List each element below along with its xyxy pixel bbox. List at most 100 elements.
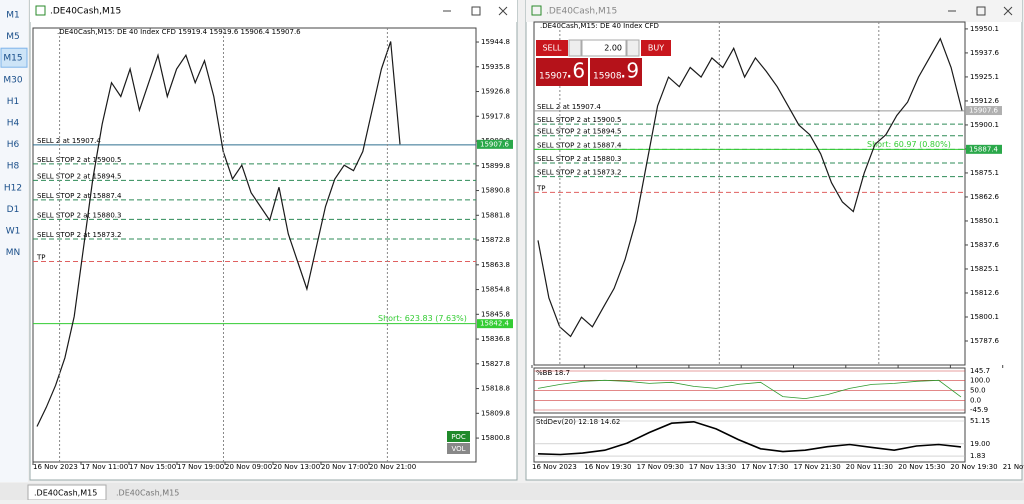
- x-tick-label: 20 Nov 17:00: [321, 463, 368, 471]
- sell-button-label[interactable]: SELL: [542, 44, 562, 53]
- indicator-tick-label: 100.0: [970, 376, 990, 384]
- y-tick-label: 15899.8: [481, 162, 510, 170]
- y-tick-label: 15812.6: [970, 289, 999, 297]
- order-level-label: SELL STOP 2 at 15873.2: [37, 231, 121, 239]
- timeframe-button[interactable]: [0, 47, 28, 68]
- order-level-label: SELL STOP 2 at 15894.5: [37, 172, 121, 180]
- y-tick-label: 15818.8: [481, 385, 510, 393]
- x-tick-label: 20 Nov 19:30: [950, 463, 997, 471]
- x-tick-label: 20 Nov 09:00: [225, 463, 272, 471]
- order-level-label: SELL STOP 2 at 15887.4: [37, 192, 122, 200]
- y-tick-label: 15937.6: [970, 49, 999, 57]
- sell-price-fraction[interactable]: .6: [566, 59, 585, 83]
- chart-button-label[interactable]: POC: [451, 433, 466, 441]
- indicator-tick-label: 0.0: [970, 397, 981, 405]
- chart-button-label[interactable]: VOL: [451, 445, 465, 453]
- timeframe-label[interactable]: H12: [4, 183, 22, 193]
- price-tag-label: 15907.6: [480, 140, 509, 148]
- y-tick-label: 15950.1: [970, 25, 999, 33]
- volume-down[interactable]: [568, 39, 582, 57]
- indicator-title: StdDev(20) 12.18 14.62: [536, 418, 620, 426]
- order-level-label: SELL 2 at 15907.4: [537, 103, 601, 111]
- order-level-label: SELL STOP 2 at 15894.5: [537, 128, 621, 136]
- indicator-tick-label: 50.0: [970, 386, 986, 394]
- timeframe-label[interactable]: M15: [3, 54, 22, 64]
- price-line: [36, 41, 401, 427]
- indicator-tick-label: 51.15: [970, 417, 990, 425]
- timeframe-label[interactable]: M5: [6, 32, 20, 42]
- y-tick-label: 15881.8: [481, 211, 510, 219]
- chart-button[interactable]: [447, 443, 470, 454]
- y-tick-label: 15875.1: [970, 169, 999, 177]
- order-level-label: TP: [536, 184, 546, 192]
- title-bar: [526, 0, 1022, 22]
- price-tag: [966, 106, 1002, 116]
- timeframe-label[interactable]: M30: [3, 75, 22, 85]
- indicator-tick-label: 1.83: [970, 452, 986, 460]
- window-icon: [531, 5, 542, 16]
- timeframe-label[interactable]: H1: [7, 97, 20, 107]
- plot-frame: [32, 27, 477, 463]
- x-tick-label: 17 Nov 21:30: [794, 463, 841, 471]
- buy-price-fraction[interactable]: .9: [620, 59, 639, 83]
- y-tick-label: 15872.8: [481, 236, 510, 244]
- sell-button[interactable]: [536, 40, 568, 56]
- indicator-tick-label: 145.7: [970, 367, 990, 375]
- order-level-label: SELL STOP 2 at 15900.5: [37, 156, 121, 164]
- x-tick-label: 20 Nov 21:00: [369, 463, 416, 471]
- volume-up[interactable]: [626, 39, 640, 57]
- y-tick-label: 15925.1: [970, 73, 999, 81]
- volume-value[interactable]: 2.00: [604, 44, 622, 53]
- timeframe-label[interactable]: MN: [6, 248, 21, 258]
- close-button[interactable]: [498, 6, 508, 16]
- y-tick-label: 15827.8: [481, 360, 510, 368]
- buy-button-label[interactable]: BUY: [648, 44, 664, 53]
- maximize-button[interactable]: [471, 6, 481, 16]
- y-tick-label: 15890.8: [481, 187, 510, 195]
- y-tick-label: 15825.1: [970, 265, 999, 273]
- price-tag-label: 15907.6: [969, 107, 998, 115]
- chart-tab[interactable]: [110, 485, 188, 500]
- timeframe-label[interactable]: D1: [7, 205, 20, 215]
- x-tick-label: 17 Nov 17:30: [741, 463, 788, 471]
- buy-price-main[interactable]: 15908: [593, 72, 622, 82]
- y-tick-label: 15854.8: [481, 286, 510, 294]
- buy-price-box[interactable]: [590, 58, 642, 86]
- short-line-label: Short: 60.97 (0.80%): [867, 140, 951, 149]
- y-tick-label: 15845.8: [481, 310, 510, 318]
- window-title: .DE40Cash,M15: [50, 7, 121, 17]
- price-tag: [477, 139, 513, 149]
- y-tick-label: 15787.6: [970, 337, 999, 345]
- close-button[interactable]: [1003, 6, 1013, 16]
- chart-button[interactable]: [447, 431, 470, 442]
- order-level-label: SELL STOP 2 at 15880.3: [537, 155, 621, 163]
- chart-tab-label[interactable]: .DE40Cash,M15: [34, 489, 97, 498]
- indicator-title: %BB 18.7: [536, 369, 570, 377]
- price-tag-label: 15842.4: [480, 320, 509, 328]
- timeframe-label[interactable]: M1: [6, 11, 20, 21]
- y-tick-label: 15800.8: [481, 434, 510, 442]
- order-level-label: SELL STOP 2 at 15900.5: [537, 116, 621, 124]
- title-bar: [30, 0, 517, 22]
- y-tick-label: 15944.8: [481, 38, 510, 46]
- timeframe-label[interactable]: H6: [7, 140, 20, 150]
- timeframe-label[interactable]: W1: [6, 227, 21, 237]
- chart-tab-label[interactable]: .DE40Cash,M15: [116, 489, 179, 498]
- window-title: .DE40Cash,M15: [546, 7, 617, 17]
- volume-input[interactable]: [581, 39, 627, 57]
- y-tick-label: 15850.1: [970, 217, 999, 225]
- maximize-button[interactable]: [976, 6, 986, 16]
- indicator-line: [537, 420, 962, 456]
- sell-price-box[interactable]: [536, 58, 588, 86]
- buy-button[interactable]: [641, 40, 671, 56]
- x-tick-label: 16 Nov 19:30: [584, 463, 631, 471]
- sell-price-main[interactable]: 15907: [539, 72, 568, 82]
- timeframe-label[interactable]: H4: [7, 119, 20, 129]
- y-tick-label: 15837.6: [970, 241, 999, 249]
- price-tag: [966, 144, 1002, 154]
- chart-header: .DE40Cash,M15: DE 40 Index CFD 15919.4 1…: [57, 28, 301, 36]
- timeframe-label[interactable]: H8: [7, 162, 20, 172]
- order-level-label: TP: [36, 254, 46, 262]
- x-tick-label: 20 Nov 11:30: [846, 463, 893, 471]
